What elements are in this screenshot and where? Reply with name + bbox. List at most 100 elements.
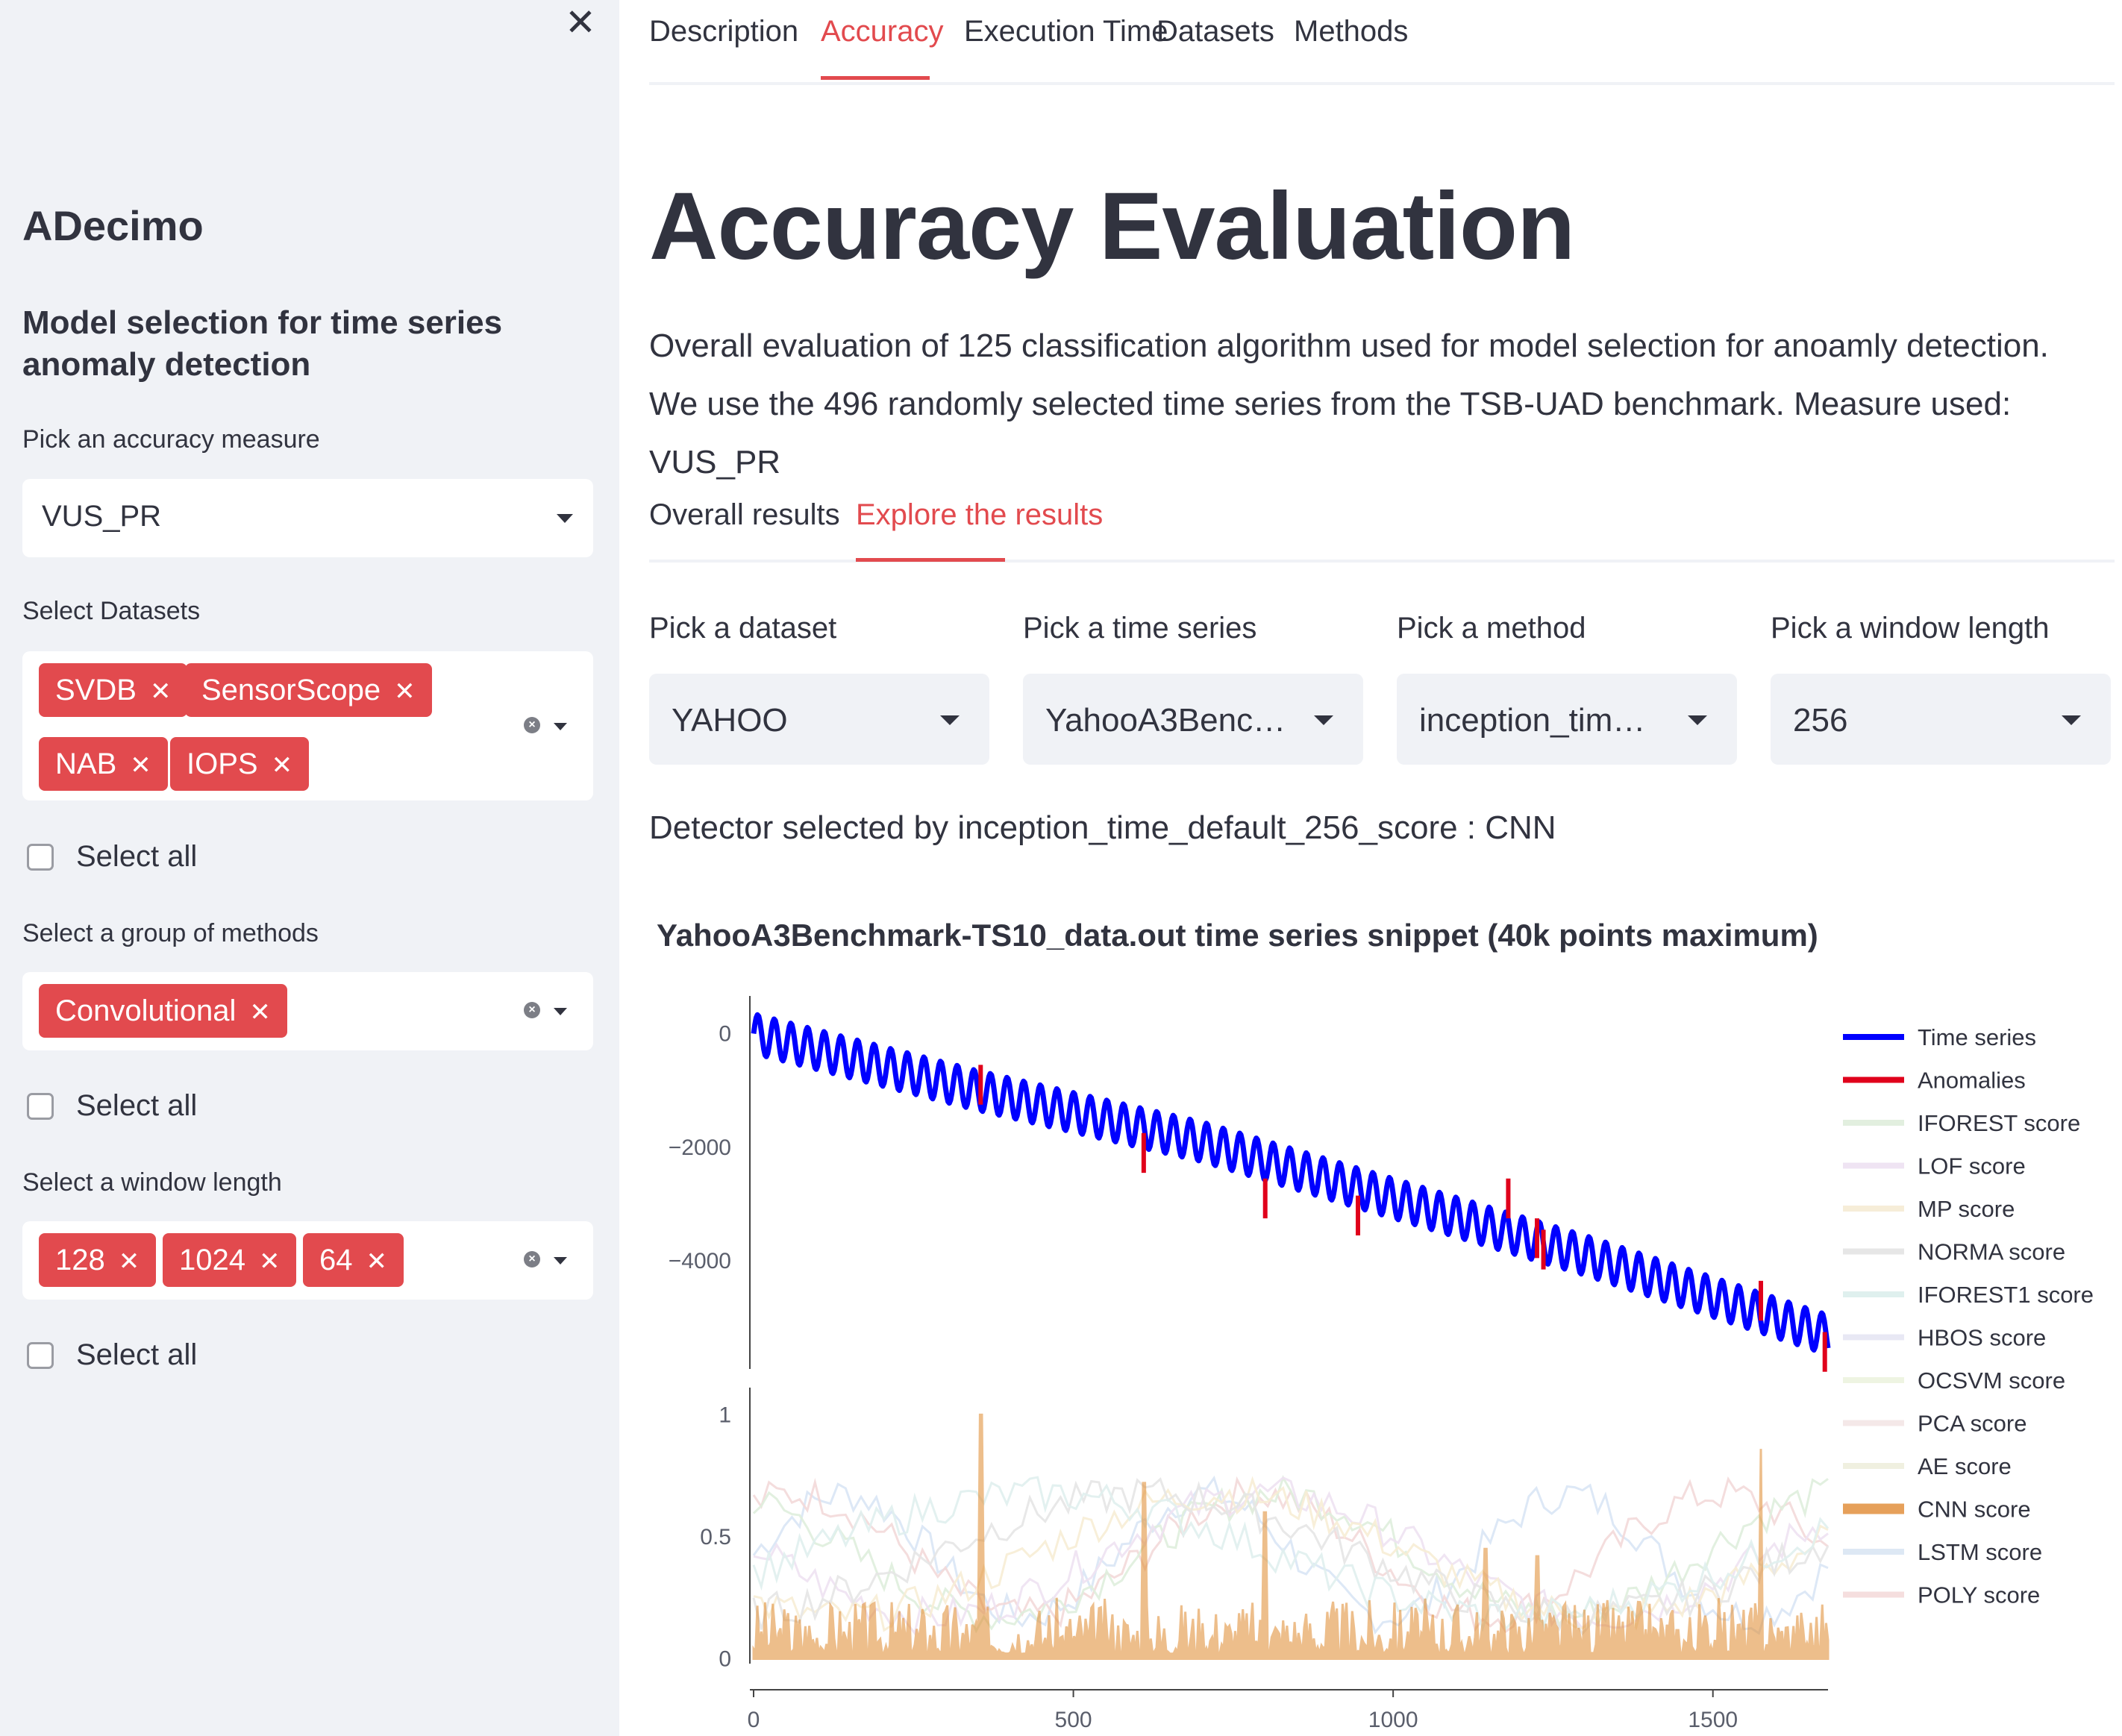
dataset-tag[interactable]: NAB ✕	[39, 737, 168, 791]
y-tick-label: −2000	[669, 1135, 731, 1160]
window-select-all[interactable]: Select all	[27, 1338, 197, 1372]
datasets-multiselect[interactable]: SVDB ✕ SensorScope ✕ NAB ✕ IOPS ✕ ×	[22, 651, 593, 800]
window-picker-label: Pick a window length	[1771, 612, 2050, 645]
close-sidebar-button[interactable]: ✕	[565, 1, 596, 43]
subtab-overall-results[interactable]: Overall results	[649, 498, 840, 531]
sidebar: ✕ ADecimo Model selection for time serie…	[0, 0, 619, 1736]
legend-label: Time series	[1918, 1024, 2036, 1050]
clear-all-icon[interactable]: ×	[524, 717, 540, 733]
x-tick-label: 0	[748, 1708, 760, 1732]
x-tick-label: 1000	[1368, 1708, 1418, 1732]
time-series-chart[interactable]: 0 −2000 −4000 1 0.5 0 0 500 1000 1500 Time series A…	[619, 962, 2122, 1736]
main-content: Description Accuracy Execution Time Data…	[619, 0, 2122, 1736]
window-picker[interactable]: 256	[1771, 674, 2111, 765]
measure-select[interactable]: VUS_PR	[22, 479, 593, 557]
detector-selected-text: Detector selected by inception_time_defa…	[649, 809, 1556, 846]
remove-tag-icon[interactable]: ✕	[118, 1247, 140, 1276]
window-tag[interactable]: 1024 ✕	[163, 1233, 297, 1287]
legend-label: POLY score	[1918, 1582, 2040, 1608]
chevron-down-icon	[940, 715, 960, 725]
checkbox[interactable]	[27, 1341, 54, 1369]
y-tick-label: 0.5	[700, 1525, 731, 1549]
clear-all-icon[interactable]: ×	[524, 1251, 540, 1267]
chevron-down-icon	[1314, 715, 1333, 725]
measure-label: Pick an accuracy measure	[22, 425, 320, 454]
chart-title: YahooA3Benchmark-TS10_data.out time seri…	[657, 918, 1818, 953]
checkbox-label: Select all	[76, 840, 198, 873]
cnn-score-area	[752, 1413, 1830, 1660]
remove-tag-icon[interactable]: ✕	[258, 1247, 281, 1276]
app-subtitle: Model selection for time series anomaly …	[22, 304, 503, 383]
legend-label: OCSVM score	[1918, 1367, 2065, 1394]
method-picker[interactable]: inception_tim…	[1397, 674, 1737, 765]
chevron-down-icon	[2062, 715, 2081, 725]
series-picker-label: Pick a time series	[1023, 612, 1257, 645]
legend-label: LSTM score	[1918, 1539, 2042, 1565]
top-tabs: Description Accuracy Execution Time Data…	[649, 0, 2115, 85]
checkbox[interactable]	[27, 843, 54, 871]
clear-all-icon[interactable]: ×	[524, 1002, 540, 1018]
y-tick-label: −4000	[669, 1249, 731, 1273]
checkbox-label: Select all	[76, 1338, 198, 1371]
chevron-down-icon	[1688, 715, 1707, 725]
active-subtab-indicator	[856, 558, 1005, 562]
window-picker-value: 256	[1793, 702, 1848, 739]
time-series-line	[751, 1012, 1831, 1353]
checkbox-label: Select all	[76, 1089, 198, 1122]
chevron-down-icon[interactable]	[554, 1257, 567, 1265]
remove-tag-icon[interactable]: ✕	[394, 677, 416, 706]
window-tag[interactable]: 128 ✕	[39, 1233, 157, 1287]
legend-label: AE score	[1918, 1453, 2012, 1479]
measure-select-value: VUS_PR	[42, 500, 162, 533]
y-tick-label: 0	[719, 1021, 731, 1046]
page-description: Overall evaluation of 125 classification…	[649, 328, 2049, 480]
dataset-tag[interactable]: SVDB ✕	[39, 663, 188, 717]
methods-label: Select a group of methods	[22, 919, 319, 947]
methods-multiselect[interactable]: Convolutional ✕ ×	[22, 972, 593, 1050]
method-picker-value: inception_tim…	[1419, 702, 1646, 739]
tab-description[interactable]: Description	[649, 15, 799, 48]
tab-datasets[interactable]: Datasets	[1157, 15, 1274, 48]
legend-label: HBOS score	[1918, 1325, 2046, 1351]
checkbox[interactable]	[27, 1092, 54, 1120]
method-picker-label: Pick a method	[1397, 612, 1586, 645]
methods-select-all[interactable]: Select all	[27, 1089, 197, 1123]
remove-tag-icon[interactable]: ✕	[249, 998, 271, 1027]
x-tick-label: 500	[1055, 1708, 1092, 1732]
subtab-divider	[649, 560, 2115, 563]
series-picker-value: YahooA3Benc…	[1045, 702, 1286, 739]
x-tick-label: 1500	[1688, 1708, 1738, 1732]
remove-tag-icon[interactable]: ✕	[271, 751, 293, 780]
chevron-down-icon[interactable]	[554, 1008, 567, 1015]
remove-tag-icon[interactable]: ✕	[366, 1247, 388, 1276]
tab-methods[interactable]: Methods	[1294, 15, 1409, 48]
method-tag[interactable]: Convolutional ✕	[39, 984, 287, 1038]
window-label: Select a window length	[22, 1168, 282, 1197]
legend-label: Anomalies	[1918, 1068, 2026, 1094]
datasets-select-all[interactable]: Select all	[27, 840, 197, 874]
datasets-label: Select Datasets	[22, 597, 201, 625]
dataset-picker-label: Pick a dataset	[649, 612, 837, 645]
remove-tag-icon[interactable]: ✕	[149, 677, 172, 706]
legend-label: PCA score	[1918, 1411, 2026, 1437]
dataset-picker-value: YAHOO	[672, 702, 788, 739]
background-score-line	[752, 1476, 1830, 1632]
window-multiselect[interactable]: 128 ✕ 1024 ✕ 64 ✕ ×	[22, 1221, 593, 1300]
dataset-picker[interactable]: YAHOO	[649, 674, 989, 765]
subtab-explore-results[interactable]: Explore the results	[856, 498, 1104, 531]
chevron-down-icon[interactable]	[554, 723, 567, 730]
series-picker[interactable]: YahooA3Benc…	[1023, 674, 1363, 765]
page-title: Accuracy Evaluation	[649, 173, 1575, 280]
legend-label: LOF score	[1918, 1153, 2026, 1179]
tab-execution-time[interactable]: Execution Time	[964, 15, 1168, 48]
tab-accuracy[interactable]: Accuracy	[821, 15, 944, 48]
remove-tag-icon[interactable]: ✕	[130, 751, 151, 780]
y-tick-label: 1	[719, 1403, 731, 1427]
dataset-tag[interactable]: SensorScope ✕	[185, 663, 432, 717]
window-tag[interactable]: 64 ✕	[303, 1233, 404, 1287]
background-score-line	[752, 1475, 1829, 1635]
legend-label: CNN score	[1918, 1497, 2031, 1523]
legend-label: MP score	[1918, 1196, 2015, 1222]
dataset-tag[interactable]: IOPS ✕	[170, 737, 310, 791]
chevron-down-icon	[557, 514, 573, 523]
